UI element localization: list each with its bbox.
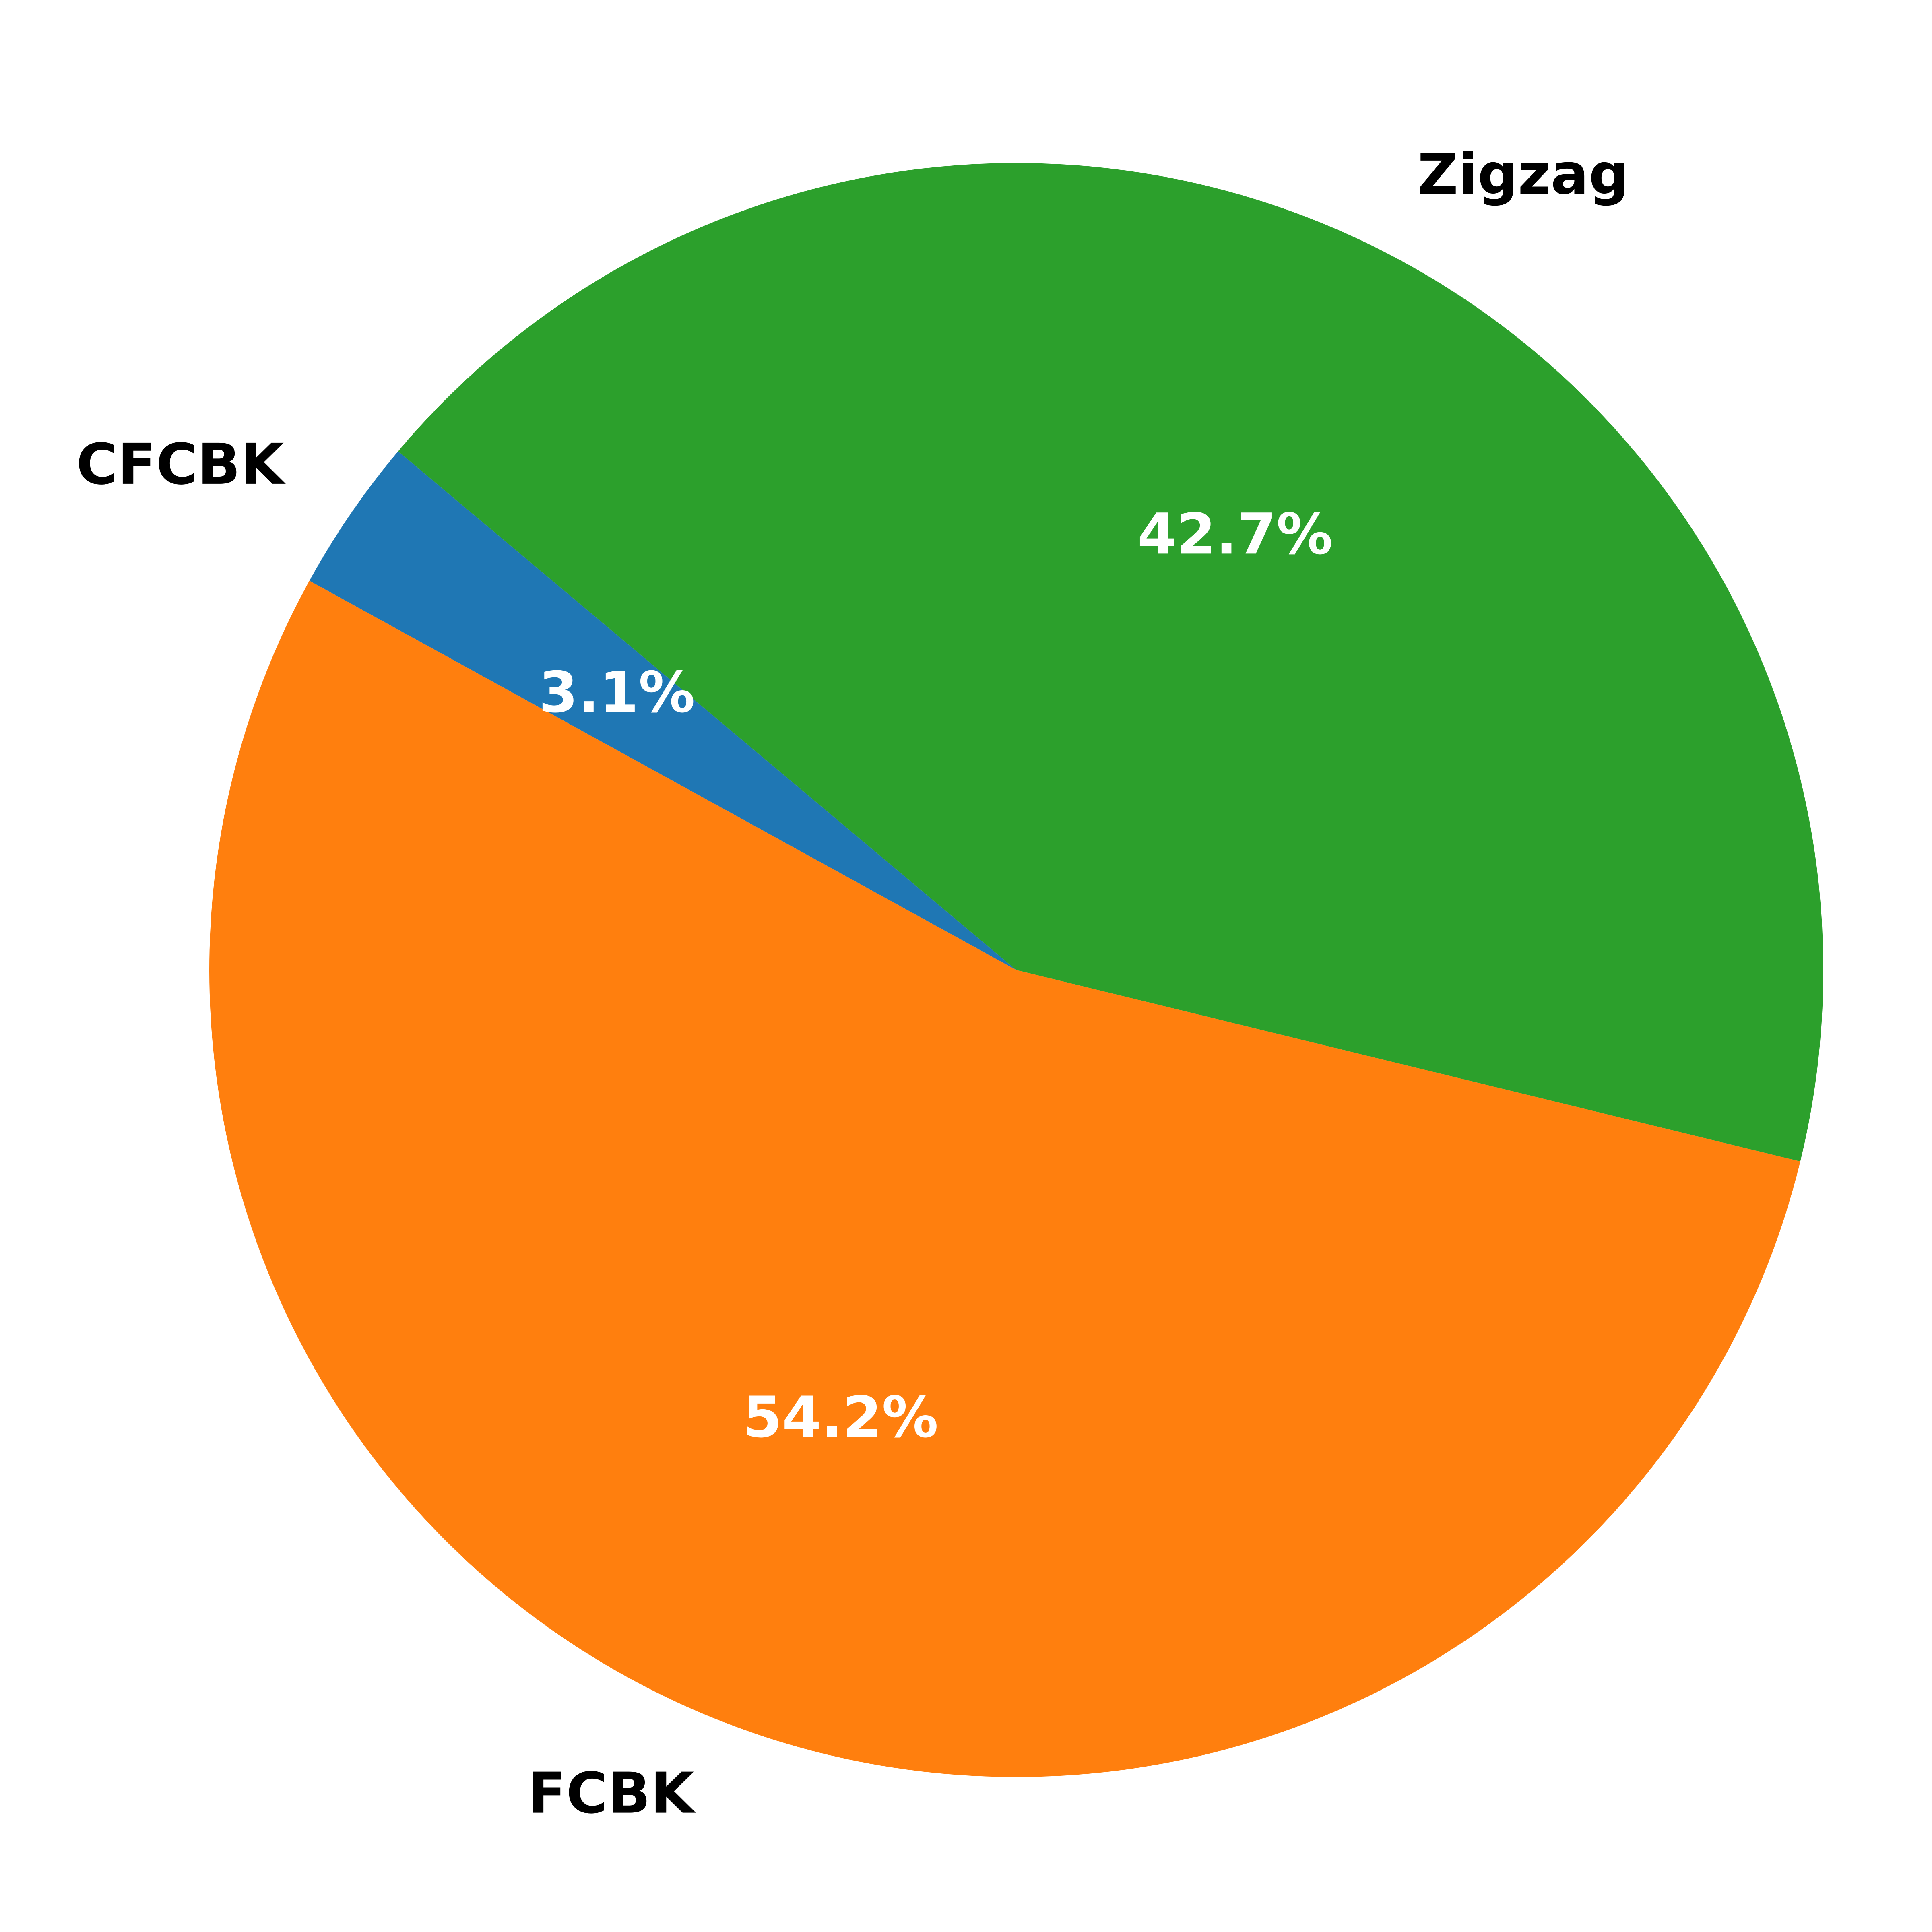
slice-percent-fcbk: 54.2%: [743, 1385, 939, 1451]
slice-label-fcbk: FCBK: [528, 1761, 696, 1827]
pie-slices: [209, 163, 1823, 1777]
pie-slice-zigzag: [398, 163, 1823, 1162]
slice-label-cfcbk: CFCBK: [76, 432, 286, 497]
slice-label-zigzag: Zigzag: [1417, 142, 1629, 207]
pie-slice-fcbk: [209, 580, 1800, 1777]
slice-percent-zigzag: 42.7%: [1137, 502, 1333, 567]
pie-slice-cfcbk: [309, 451, 1016, 970]
slice-percent-cfcbk: 3.1%: [539, 660, 695, 726]
pie-labels: CFCBK 3.1% FCBK 54.2% Zigzag 42.7%: [76, 142, 1629, 1827]
